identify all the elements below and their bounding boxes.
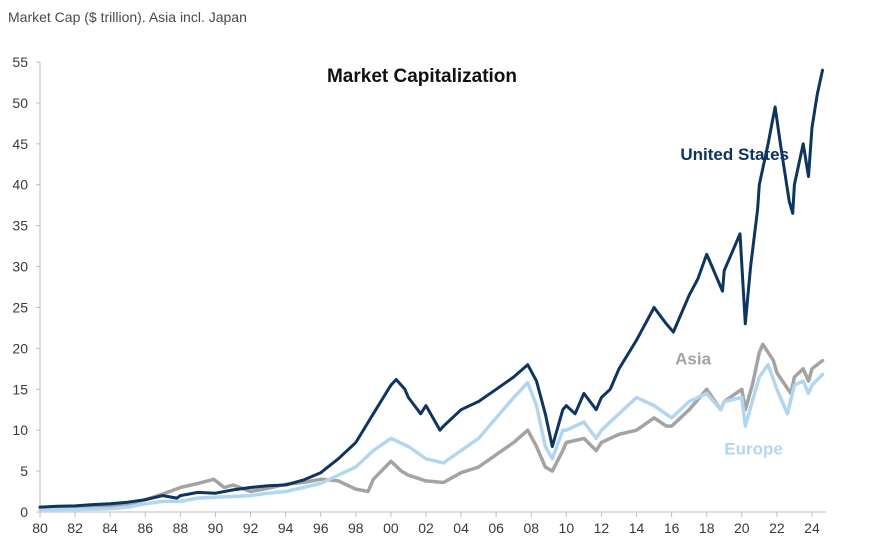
y-tick-label: 25 xyxy=(12,299,28,315)
series-label-asia: Asia xyxy=(675,350,711,369)
y-tick-label: 10 xyxy=(12,422,28,438)
y-tick-label: 40 xyxy=(12,177,28,193)
x-tick-label: 98 xyxy=(348,520,364,536)
x-tick-label: 16 xyxy=(664,520,680,536)
y-tick-label: 55 xyxy=(12,54,28,70)
x-tick-label: 20 xyxy=(734,520,750,536)
x-tick-label: 84 xyxy=(102,520,118,536)
x-tick-label: 96 xyxy=(313,520,329,536)
y-tick-label: 35 xyxy=(12,218,28,234)
y-axis-ticks: 0 5 10 15 20 25 30 35 40 45 50 55 xyxy=(12,54,40,520)
x-tick-label: 82 xyxy=(67,520,83,536)
x-tick-label: 04 xyxy=(453,520,469,536)
x-tick-label: 06 xyxy=(488,520,504,536)
x-tick-label: 94 xyxy=(278,520,294,536)
x-tick-label: 10 xyxy=(559,520,575,536)
x-tick-label: 12 xyxy=(594,520,610,536)
x-tick-label: 92 xyxy=(243,520,259,536)
series-labels: United States Asia Europe xyxy=(675,145,789,459)
series-lines xyxy=(38,68,825,512)
x-tick-label: 22 xyxy=(769,520,785,536)
x-tick-label: 00 xyxy=(383,520,399,536)
x-tick-label: 18 xyxy=(699,520,715,536)
series-label-united-states: United States xyxy=(680,145,789,164)
y-tick-label: 45 xyxy=(12,136,28,152)
x-tick-label: 86 xyxy=(137,520,153,536)
x-tick-label: 80 xyxy=(32,520,48,536)
x-tick-label: 14 xyxy=(629,520,645,536)
chart-title: Market Capitalization xyxy=(327,66,517,87)
y-tick-label: 50 xyxy=(12,95,28,111)
x-tick-label: 90 xyxy=(208,520,224,536)
y-tick-label: 30 xyxy=(12,259,28,275)
y-tick-label: 0 xyxy=(20,504,28,520)
series-line-united-states xyxy=(38,68,824,509)
y-tick-label: 15 xyxy=(12,381,28,397)
y-tick-label: 20 xyxy=(12,340,28,356)
series-label-europe: Europe xyxy=(724,440,783,459)
x-axis-ticks: 80 82 84 86 88 90 92 94 96 98 00 02 04 06 08 10 12 14 16 18… xyxy=(32,512,820,536)
series-line-europe xyxy=(38,362,825,512)
x-tick-label: 02 xyxy=(418,520,434,536)
x-tick-label: 08 xyxy=(523,520,539,536)
x-tick-label: 24 xyxy=(804,520,820,536)
series-line-asia xyxy=(38,342,825,511)
y-tick-label: 5 xyxy=(20,463,28,479)
chart-caption: Market Cap ($ trillion). Asia incl. Japa… xyxy=(8,9,247,25)
x-tick-label: 88 xyxy=(173,520,189,536)
